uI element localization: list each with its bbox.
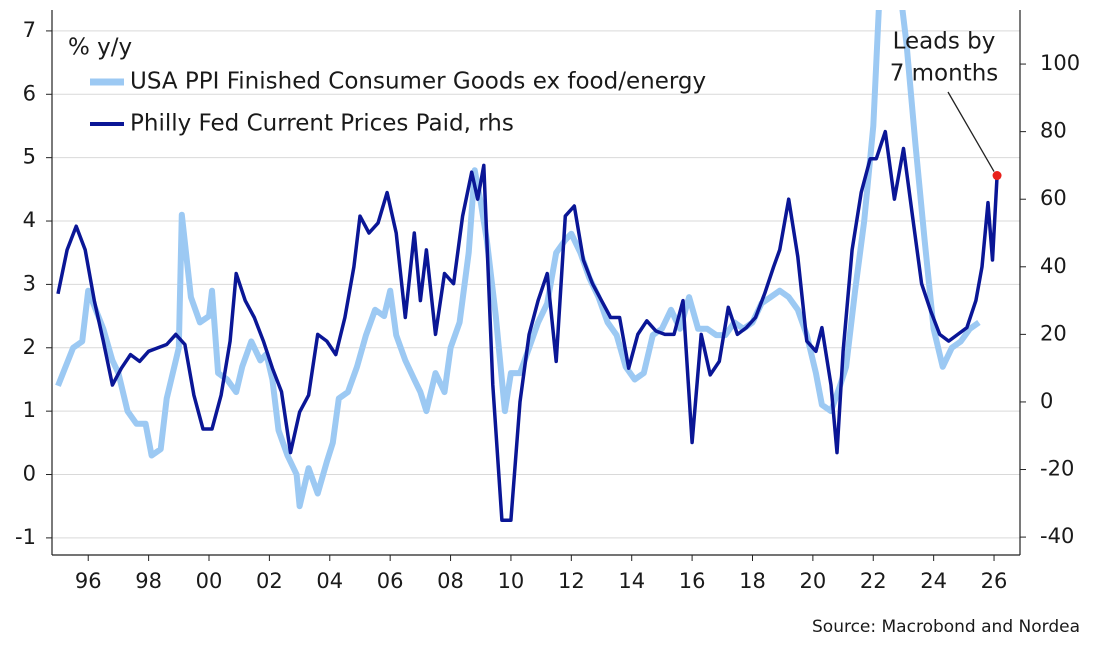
y2-tick-label: 100 — [1040, 51, 1080, 75]
y2-tick-label: 40 — [1040, 254, 1067, 278]
series-line — [56, 129, 999, 522]
x-tick-label: 26 — [981, 569, 1008, 593]
y-tick-label: 3 — [23, 271, 36, 295]
annotation: 7 months — [890, 61, 999, 87]
y2-tick-label: 60 — [1040, 186, 1067, 210]
annotation-arrow — [947, 91, 995, 172]
x-tick-label: 22 — [860, 569, 887, 593]
series-line — [55, 10, 981, 510]
highlight-point — [992, 171, 1002, 181]
x-tick-label: 10 — [498, 569, 525, 593]
y2-tick-label: -40 — [1040, 524, 1074, 548]
x-tick-label: 98 — [135, 569, 162, 593]
x-tick-label: 00 — [196, 569, 223, 593]
y-tick-label: 5 — [23, 145, 36, 169]
y-tick-label: 0 — [23, 462, 36, 486]
x-tick-label: 20 — [800, 569, 827, 593]
y2-tick-label: 0 — [1040, 389, 1053, 413]
x-tick-label: 08 — [437, 569, 464, 593]
y2-tick-label: -20 — [1040, 457, 1074, 481]
x-tick-label: 18 — [739, 569, 766, 593]
legend-label: USA PPI Finished Consumer Goods ex food/… — [130, 69, 706, 95]
x-tick-label: 02 — [256, 569, 283, 593]
x-tick-label: 06 — [377, 569, 404, 593]
x-tick-label: 96 — [75, 569, 102, 593]
y-tick-label: 2 — [23, 335, 36, 359]
y2-tick-label: 20 — [1040, 321, 1067, 345]
y-tick-label: 1 — [23, 398, 36, 422]
y-tick-label: 7 — [23, 18, 36, 42]
source: Source: Macrobond and Nordea — [812, 617, 1080, 637]
y-axis-label: % y/y — [68, 35, 132, 61]
y-tick-label: 6 — [23, 81, 36, 105]
x-tick-label: 24 — [920, 569, 947, 593]
y-tick-label: 4 — [23, 208, 36, 232]
x-tick-label: 12 — [558, 569, 585, 593]
x-tick-label: 04 — [316, 569, 343, 593]
y-tick-label: -1 — [15, 525, 36, 549]
annotation: Leads by — [893, 29, 996, 55]
x-tick-label: 14 — [618, 569, 645, 593]
x-tick-label: 16 — [679, 569, 706, 593]
legend-label: Philly Fed Current Prices Paid, rhs — [130, 111, 514, 137]
y2-tick-label: 80 — [1040, 119, 1067, 143]
